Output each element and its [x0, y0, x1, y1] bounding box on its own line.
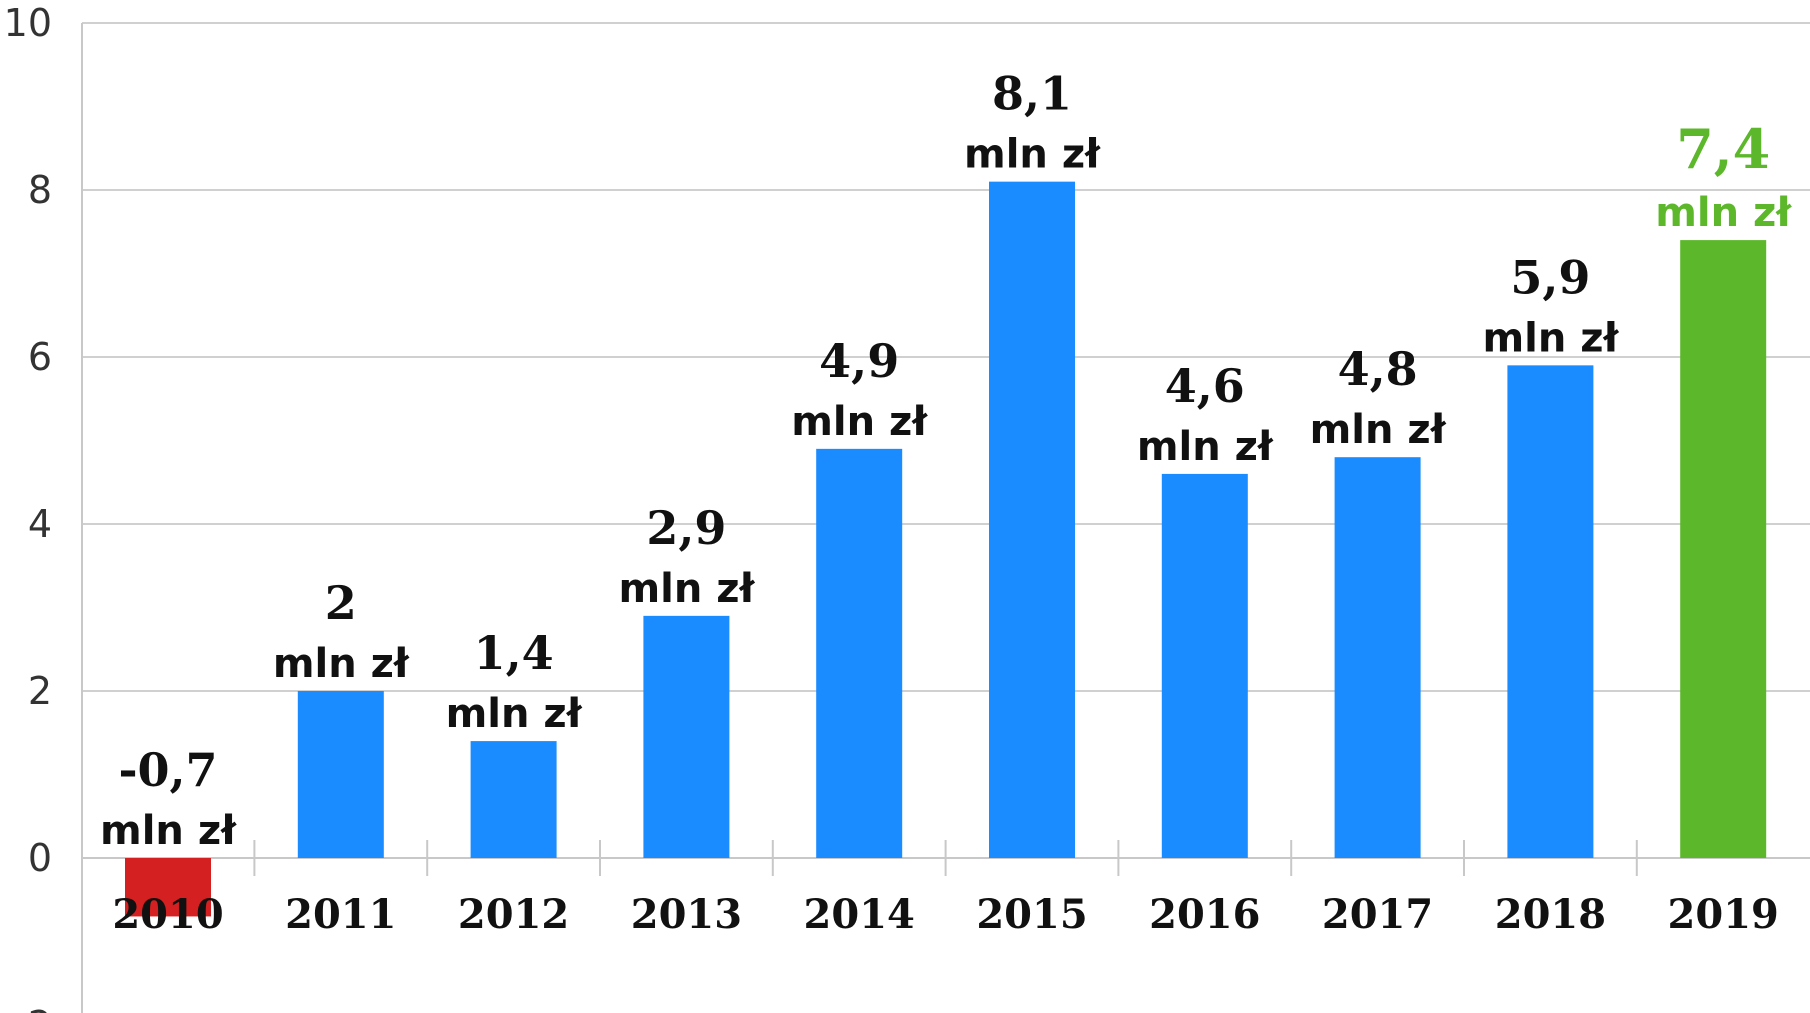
bar-2012 — [470, 741, 557, 858]
y-tick-label: 6 — [28, 335, 52, 379]
y-tick-label: 0 — [28, 836, 52, 880]
y-tick-label: 2 — [28, 669, 52, 713]
bar-2014 — [816, 448, 903, 858]
data-label-unit: mln zł — [1310, 407, 1447, 453]
bar-2016 — [1161, 473, 1248, 858]
y-tick-label: 10 — [4, 1, 52, 45]
data-label-value: 4,9 — [819, 334, 899, 388]
x-tick-label: 2013 — [631, 891, 742, 938]
x-tick-label: 2014 — [804, 891, 915, 938]
data-label-unit: mln zł — [791, 399, 928, 445]
data-label-value: 8,1 — [992, 67, 1072, 121]
x-tick-label: 2012 — [458, 891, 569, 938]
x-tick-label: 2011 — [285, 891, 396, 938]
data-label-unit: mln zł — [273, 641, 410, 687]
data-label-value: -0,7 — [118, 743, 217, 797]
data-label-value: 4,8 — [1338, 342, 1418, 396]
bar-2011 — [297, 691, 384, 858]
data-label-value: 4,6 — [1165, 359, 1245, 413]
bar-2019 — [1680, 240, 1767, 859]
y-tick-label: 4 — [28, 502, 52, 546]
data-label-unit: mln zł — [964, 132, 1101, 178]
x-tick-label: 2010 — [112, 891, 223, 938]
bar-2017 — [1334, 457, 1421, 858]
bar-2010 — [125, 858, 211, 917]
data-label-unit: mln zł — [1137, 424, 1274, 470]
y-tick-label: -2 — [14, 1003, 52, 1013]
data-label-unit: mln zł — [618, 566, 755, 612]
data-label-unit: mln zł — [1482, 315, 1619, 361]
x-tick-label: 2015 — [976, 891, 1087, 938]
bar-2018 — [1507, 365, 1594, 858]
x-tick-label: 2017 — [1322, 891, 1433, 938]
data-label-value: 2,9 — [646, 501, 726, 555]
bar-2013 — [643, 615, 730, 858]
x-tick-label: 2016 — [1149, 891, 1260, 938]
data-label-value: 2 — [325, 576, 357, 630]
data-label-unit: mln zł — [100, 808, 237, 854]
data-label-value: 5,9 — [1510, 250, 1590, 304]
bar-2015 — [989, 181, 1075, 858]
data-label-unit: mln zł — [446, 691, 583, 737]
y-tick-label: 8 — [28, 168, 52, 212]
x-tick-label: 2018 — [1495, 891, 1606, 938]
data-label-unit: mln zł — [1655, 190, 1792, 236]
x-tick-label: 2019 — [1668, 891, 1779, 938]
data-label-value: 7,4 — [1676, 117, 1770, 181]
data-label-value: 1,4 — [474, 626, 554, 680]
